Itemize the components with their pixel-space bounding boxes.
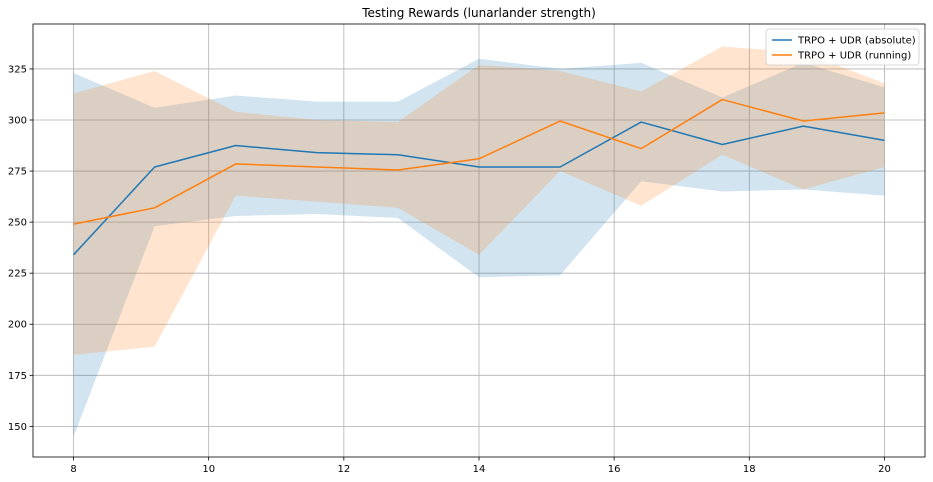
line-series-1 (72, 121, 885, 256)
y-tick-label: 275 (8, 167, 27, 178)
legend-label-2: TRPO + UDR (running) (797, 51, 911, 62)
band-series-1 (73, 58, 885, 437)
y-tick-label: 200 (8, 320, 27, 331)
x-tick-label: 14 (473, 464, 486, 475)
y-tick-label: 150 (8, 422, 27, 433)
y-tick-label: 250 (8, 218, 27, 229)
x-tick-label: 20 (878, 464, 891, 475)
x-tick-label: 16 (608, 464, 621, 475)
x-tick-label: 12 (337, 464, 350, 475)
legend-label-1: TRPO + UDR (absolute) (797, 36, 916, 47)
y-tick-label: 325 (8, 64, 27, 75)
axis-ticks: 8 10 12 14 16 18 20 150 175 200 225 250 275 300 325 (8, 64, 891, 475)
x-tick-label: 10 (202, 464, 215, 475)
legend-box (765, 28, 920, 66)
y-tick-label: 175 (8, 371, 27, 382)
x-tick-label: 18 (743, 464, 756, 475)
y-tick-label: 300 (8, 115, 27, 126)
line-series-2 (73, 98, 885, 225)
legend: TRPO + UDR (absolute) TRPO + UDR (running… (765, 28, 920, 66)
x-tick-label: 8 (70, 464, 76, 475)
y-tick-label: 225 (8, 269, 27, 280)
series-lines (72, 98, 885, 256)
chart-title: Testing Rewards (lunarlander strength) (361, 6, 596, 20)
grid-lines (33, 24, 925, 457)
